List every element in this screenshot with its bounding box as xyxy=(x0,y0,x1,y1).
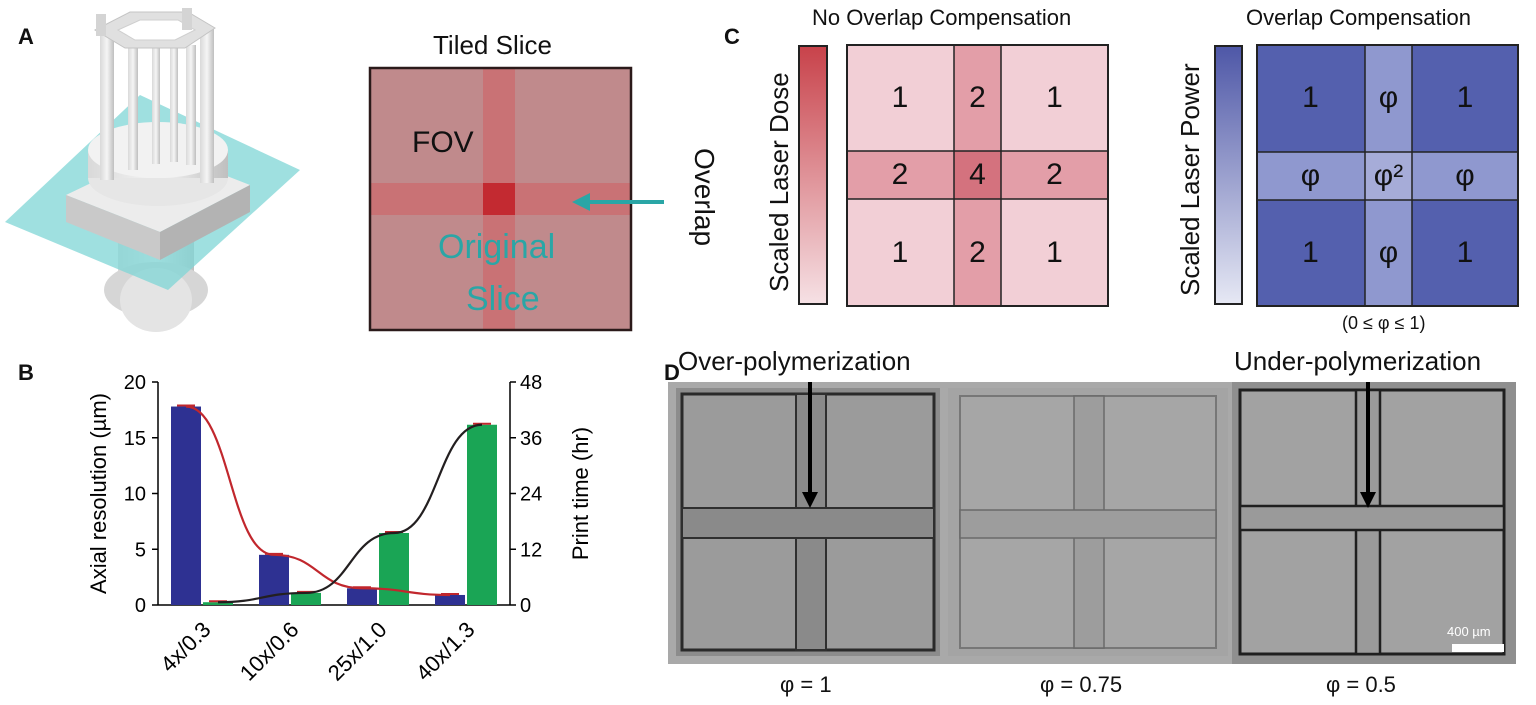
phi-label-05: φ = 0.5 xyxy=(1326,672,1396,697)
phi-label-075: φ = 0.75 xyxy=(1040,672,1123,697)
micrograph-strip xyxy=(668,382,1516,664)
category-label: 25x/1.0 xyxy=(323,617,392,686)
category-label: 10x/0.6 xyxy=(235,617,304,686)
y-axis-label: Axial resolution (µm) xyxy=(86,393,111,594)
print-time-fit-line xyxy=(217,423,483,604)
bar-resolution xyxy=(347,588,377,605)
power-cell-2-2: 1 xyxy=(1456,236,1474,269)
power-cell-2-0: 1 xyxy=(1302,236,1319,269)
dose-grid xyxy=(846,44,1109,307)
power-cell-2-1: φ xyxy=(1378,236,1399,269)
y2-axis-label: Print time (hr) xyxy=(568,427,593,560)
power-cell-0-2: 1 xyxy=(1456,81,1474,114)
power-colorbar xyxy=(1214,45,1243,305)
overlap-label: Overlap xyxy=(689,148,720,247)
dose-cell-2-1: 2 xyxy=(969,235,986,269)
scale-bar xyxy=(1452,644,1504,652)
power-cell-1-2: φ xyxy=(1455,159,1475,192)
y-tick-label: 5 xyxy=(135,539,146,561)
category-label: 40x/1.3 xyxy=(411,617,480,686)
y-tick-label: 10 xyxy=(124,484,146,506)
bar-print-time xyxy=(203,602,233,605)
power-axis-label: Scaled Laser Power xyxy=(1175,63,1205,296)
original-slice-line2: Slice xyxy=(466,280,540,318)
tiled-slice-diagram xyxy=(368,66,664,332)
power-cell-1-1: φ² xyxy=(1373,159,1404,192)
micrograph-phi-05 xyxy=(1232,382,1516,664)
fov-label: FOV xyxy=(412,126,474,159)
y-tick-label: 15 xyxy=(124,428,146,450)
panel-label-c: C xyxy=(724,24,740,49)
micrograph-phi-1 xyxy=(676,388,940,656)
panel-label-b: B xyxy=(18,360,34,385)
phi-range-note: (0 ≤ φ ≤ 1) xyxy=(1342,313,1426,333)
dose-cell-0-1: 2 xyxy=(969,80,986,114)
dose-cell-1-0: 2 xyxy=(891,158,909,191)
y2-tick-label: 48 xyxy=(520,372,542,394)
phi-label-1: φ = 1 xyxy=(780,672,832,697)
over-polymerization-label: Over-polymerization xyxy=(678,346,911,376)
y-tick-label: 0 xyxy=(135,595,146,617)
dose-cell-1-2: 2 xyxy=(1046,158,1063,191)
no-compensation-title: No Overlap Compensation xyxy=(812,5,1072,30)
dose-cell-0-0: 1 xyxy=(891,80,909,114)
printed-structure-illustration xyxy=(5,8,300,332)
tiled-slice-title: Tiled Slice xyxy=(433,30,552,60)
y2-tick-label: 0 xyxy=(520,595,531,617)
dose-cell-1-1: 4 xyxy=(969,158,986,191)
y2-tick-label: 36 xyxy=(520,428,542,450)
dose-cell-0-2: 1 xyxy=(1046,80,1063,114)
under-polymerization-label: Under-polymerization xyxy=(1234,346,1482,376)
resolution-fit-line xyxy=(185,405,451,597)
power-grid xyxy=(1256,44,1519,307)
category-label: 4x/0.3 xyxy=(155,617,215,677)
resolution-time-chart: 0 5 10 15 20 0 12 24 36 48 Axial resolution (µm) Pr… xyxy=(86,372,593,686)
compensation-title: Overlap Compensation xyxy=(1246,5,1472,30)
power-cell-1-0: φ xyxy=(1300,159,1321,192)
power-cell-0-1: φ xyxy=(1378,81,1399,114)
bar-print-time xyxy=(467,424,497,605)
scale-bar-label: 400 µm xyxy=(1447,624,1491,639)
dose-cell-2-2: 1 xyxy=(1046,235,1063,269)
y-tick-label: 20 xyxy=(124,372,146,394)
micrograph-phi-075 xyxy=(948,388,1228,656)
bar-resolution xyxy=(435,594,465,605)
panel-label-d: D xyxy=(664,360,680,385)
bar-resolution xyxy=(171,406,201,605)
dose-cell-2-0: 1 xyxy=(891,235,909,269)
y2-tick-label: 12 xyxy=(520,539,542,561)
power-cell-0-0: 1 xyxy=(1302,81,1319,114)
bar-print-time xyxy=(379,532,409,605)
original-slice-line1: Original xyxy=(438,228,556,266)
dose-axis-label: Scaled Laser Dose xyxy=(764,72,794,292)
dose-colorbar xyxy=(798,45,828,305)
bar-print-time xyxy=(291,592,321,605)
y2-tick-label: 24 xyxy=(520,484,542,506)
panel-label-a: A xyxy=(18,24,34,49)
